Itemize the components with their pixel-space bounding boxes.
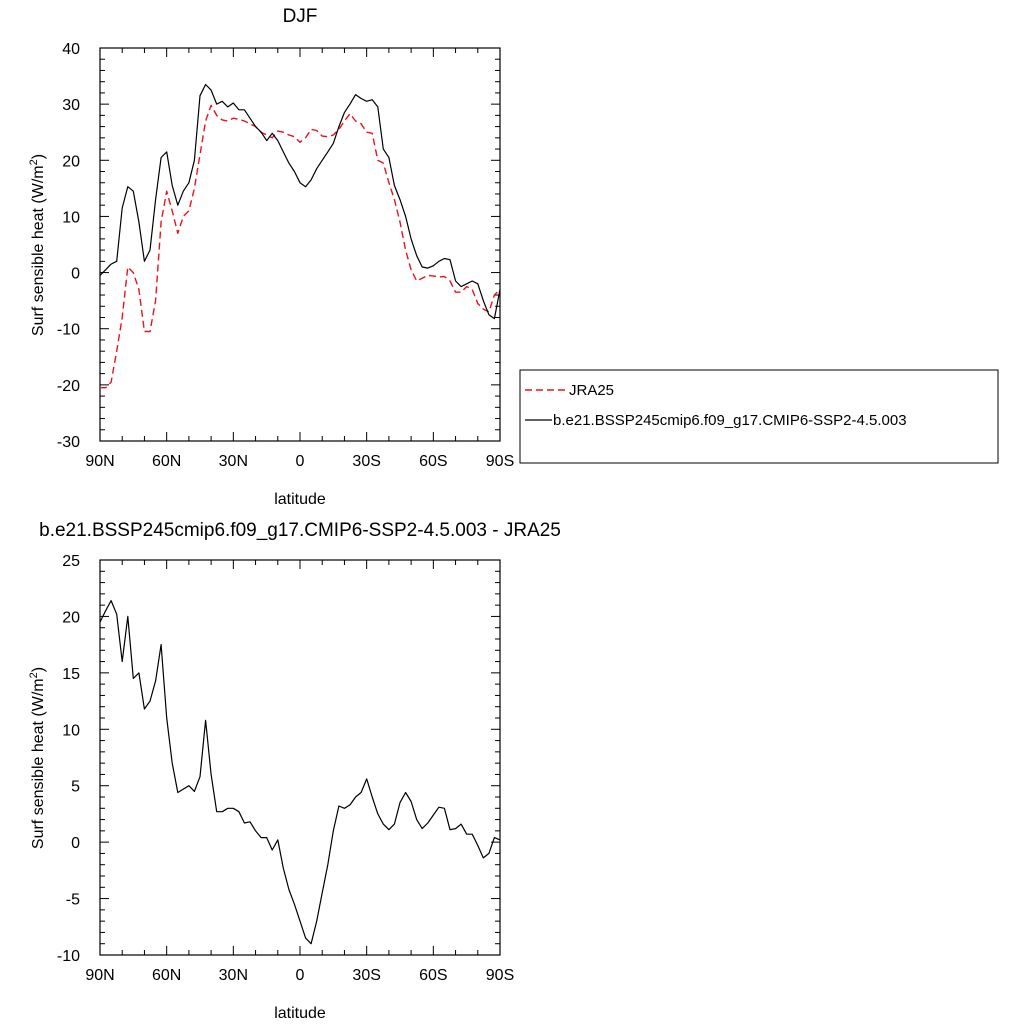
y-tick-label: -20 [57, 378, 80, 395]
legend-label-jra25: JRA25 [569, 382, 614, 399]
y-tick-label: 30 [62, 97, 80, 114]
x-tick-label: 30N [219, 967, 248, 984]
y-tick-label: 20 [62, 609, 80, 626]
y-axis-label-superscript: 2 [28, 159, 40, 165]
y-axis-label: Surf sensible heat (W/m2) [28, 667, 47, 849]
series-line-model [99, 83, 501, 320]
y-axis-label-end: ) [30, 154, 47, 159]
x-tick-label: 0 [296, 967, 305, 984]
x-tick-label: 0 [296, 453, 305, 470]
x-axis-label: latitude [274, 1005, 326, 1022]
x-tick-label: 60S [419, 967, 447, 984]
legend: JRA25 b.e21.BSSP245cmip6.f09_g17.CMIP6-S… [519, 369, 999, 464]
x-ticks: 90N 60N 30N 0 30S 60S 90S [85, 48, 514, 470]
chart-title: DJF [283, 6, 318, 27]
y-axis-label-superscript: 2 [28, 672, 40, 678]
y-axis-label: Surf sensible heat (W/m2) [28, 154, 47, 336]
series-line-difference [99, 599, 501, 945]
x-tick-label: 90S [486, 453, 514, 470]
x-tick-label: 90N [85, 453, 114, 470]
x-tick-label: 30S [352, 967, 380, 984]
y-tick-label: 40 [62, 41, 80, 58]
x-tick-label: 90N [85, 967, 114, 984]
x-tick-label: 60N [152, 453, 181, 470]
legend-label-model: b.e21.BSSP245cmip6.f09_g17.CMIP6-SSP2-4.… [553, 412, 907, 429]
y-tick-label: 0 [71, 835, 80, 852]
y-tick-label: 5 [71, 779, 80, 796]
y-ticks: -10 -5 0 5 10 15 20 25 [57, 553, 500, 965]
y-axis-label-main: Surf sensible heat (W/m [30, 165, 47, 336]
y-tick-label: -30 [57, 434, 80, 451]
y-tick-label: -10 [57, 948, 80, 965]
chart-panel-difference: b.e21.BSSP245cmip6.f09_g17.CMIP6-SSP2-4.… [28, 520, 561, 1022]
y-tick-label: 10 [62, 722, 80, 739]
series-line-jra25 [100, 104, 501, 389]
x-tick-label: 30S [352, 453, 380, 470]
y-tick-label: -10 [57, 322, 80, 339]
y-axis-label-end: ) [30, 667, 47, 672]
chart-title: b.e21.BSSP245cmip6.f09_g17.CMIP6-SSP2-4.… [39, 520, 561, 541]
series-lines [99, 83, 501, 389]
x-tick-label: 60S [419, 453, 447, 470]
y-tick-label: 10 [62, 209, 80, 226]
y-tick-label: -5 [66, 892, 80, 909]
x-ticks: 90N 60N 30N 0 30S 60S 90S [85, 560, 514, 984]
y-tick-label: 15 [62, 666, 80, 683]
x-axis-label: latitude [274, 491, 326, 508]
series-lines [99, 599, 501, 945]
x-tick-label: 90S [486, 967, 514, 984]
y-tick-label: 20 [62, 153, 80, 170]
legend-box [519, 369, 999, 464]
plot-frame [99, 559, 501, 956]
y-tick-label: 25 [62, 553, 80, 570]
x-tick-label: 30N [219, 453, 248, 470]
y-ticks: -30 -20 -10 0 10 20 30 40 [57, 41, 500, 451]
chart-panel-djf: DJF 90N 60N 30N 0 30S 60S 90S -30 -20 -10 0 10 20 30… [28, 6, 999, 508]
x-tick-label: 60N [152, 967, 181, 984]
y-tick-label: 0 [71, 266, 80, 283]
y-axis-label-main: Surf sensible heat (W/m [30, 678, 47, 849]
